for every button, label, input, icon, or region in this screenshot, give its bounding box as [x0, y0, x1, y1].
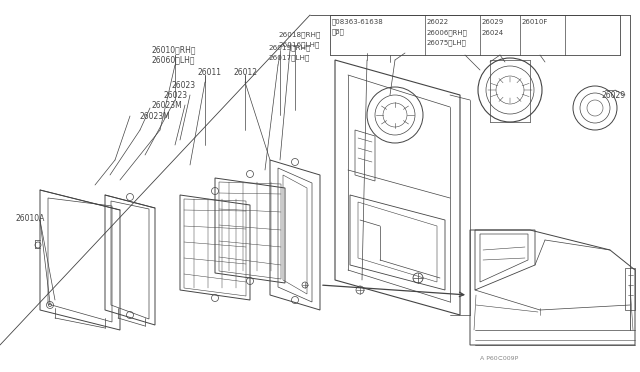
Text: 26019〈RH〉: 26019〈RH〉 [268, 45, 310, 51]
Text: 26023: 26023 [164, 90, 188, 99]
Text: 26010〈RH〉: 26010〈RH〉 [152, 45, 196, 55]
Text: 26023M: 26023M [152, 100, 183, 109]
Text: 26022: 26022 [427, 19, 449, 25]
Text: 26075〈LH〉: 26075〈LH〉 [427, 40, 467, 46]
Text: 26011: 26011 [198, 67, 222, 77]
Text: 26029: 26029 [482, 19, 504, 25]
Text: 26017〈LH〉: 26017〈LH〉 [268, 55, 309, 61]
Text: 26012: 26012 [233, 67, 257, 77]
Text: 26018〈RH〉: 26018〈RH〉 [278, 32, 321, 38]
Text: 〈β〉: 〈β〉 [332, 29, 345, 35]
Text: 26023M: 26023M [140, 112, 171, 121]
Text: 26029: 26029 [602, 90, 626, 99]
Text: 26010F: 26010F [522, 19, 548, 25]
Text: Ⓝ08363-61638: Ⓝ08363-61638 [332, 19, 384, 25]
Text: 26006〈RH〉: 26006〈RH〉 [427, 30, 468, 36]
Text: 26024: 26024 [482, 30, 504, 36]
Text: A P60⊂009P: A P60⊂009P [480, 356, 518, 360]
Text: 26010A: 26010A [15, 214, 44, 222]
Text: 26060〈LH〉: 26060〈LH〉 [152, 55, 195, 64]
Text: 26023: 26023 [172, 80, 196, 90]
Text: 26016〈LH〉: 26016〈LH〉 [278, 42, 319, 48]
